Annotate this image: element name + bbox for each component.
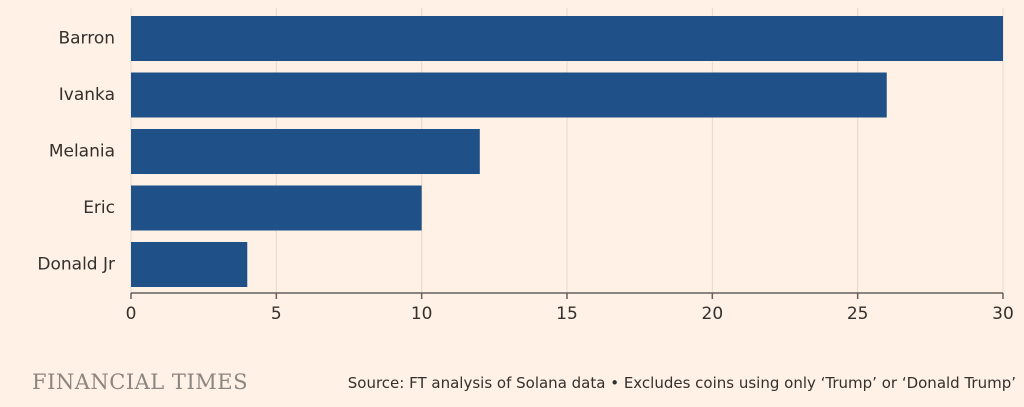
x-tick-label-6: 30 — [992, 304, 1014, 324]
category-label-0: Barron — [58, 29, 115, 49]
brand-logo: FINANCIAL TIMES — [32, 370, 248, 394]
bar-3 — [131, 185, 422, 231]
x-tick-label-4: 20 — [702, 304, 724, 324]
bar-1 — [131, 72, 887, 118]
x-tick-label-1: 5 — [271, 304, 282, 324]
category-label-4: Donald Jr — [37, 255, 115, 275]
bar-0 — [131, 16, 1003, 61]
bar-chart: Barron Ivanka Melania Eric Donald Jr 0 5 10 15 2… — [37, 8, 1014, 324]
x-axis: 0 5 10 15 20 25 30 — [126, 292, 1014, 324]
x-tick-label-2: 10 — [411, 304, 433, 324]
category-labels: Barron Ivanka Melania Eric Donald Jr — [37, 29, 115, 275]
bar-4 — [131, 242, 248, 287]
x-tick-label-3: 15 — [556, 304, 578, 324]
chart-footer: FINANCIAL TIMES Source: FT analysis of S… — [0, 366, 1024, 402]
bar-2 — [131, 129, 480, 174]
category-label-1: Ivanka — [59, 85, 115, 105]
x-tick-label-0: 0 — [126, 304, 137, 324]
x-tick-label-5: 25 — [847, 304, 869, 324]
bars — [131, 16, 1003, 287]
source-note: Source: FT analysis of Solana data • Exc… — [347, 374, 1016, 392]
category-label-3: Eric — [83, 198, 115, 218]
category-label-2: Melania — [49, 142, 115, 162]
